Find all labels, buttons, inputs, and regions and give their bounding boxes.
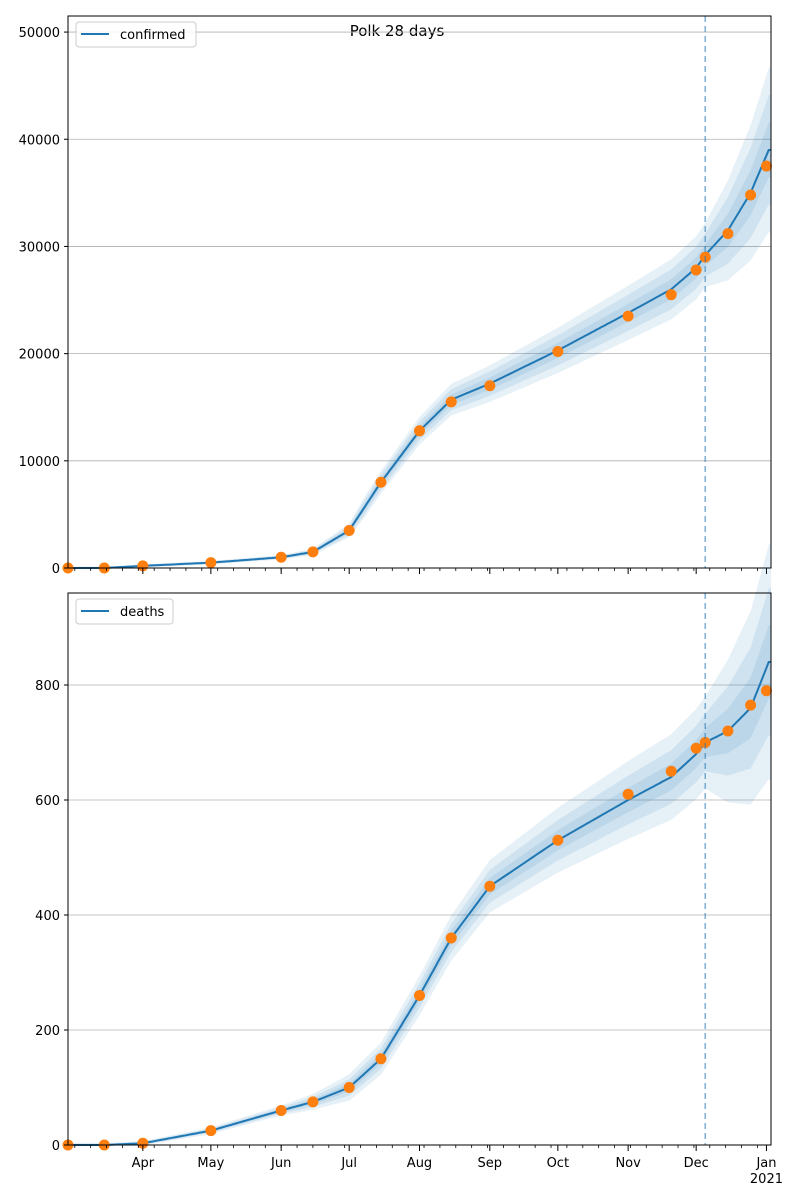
observed-point	[307, 546, 319, 558]
legend-label: deaths	[120, 605, 165, 620]
y-tick-label: 0	[52, 562, 60, 577]
x-tick-label: May	[197, 1156, 224, 1171]
observed-point	[722, 725, 734, 737]
x-tick-label: Apr	[132, 1156, 155, 1171]
x-tick-label: Jul	[340, 1156, 357, 1171]
observed-point	[622, 310, 634, 322]
x-tick-label: Sep	[478, 1156, 503, 1171]
y-tick-label: 800	[35, 679, 60, 694]
x-year-label: 2021	[750, 1172, 783, 1187]
chart-panel-2: 0 200 400 600 800 Apr May Jun Jul Aug Sep Oct Nov Dec…	[35, 542, 783, 1187]
y-tick-label: 10000	[19, 455, 60, 470]
observed-point	[484, 880, 496, 892]
observed-point	[375, 476, 387, 488]
x-tick-label: Jun	[270, 1156, 291, 1171]
y-tick-label: 400	[35, 909, 60, 924]
observed-point	[665, 765, 677, 777]
observed-point	[445, 932, 457, 944]
x-tick-label: Jan	[755, 1156, 776, 1171]
y-tick-label: 40000	[19, 133, 60, 148]
observed-point	[722, 228, 734, 240]
observed-point	[745, 189, 757, 201]
observed-point	[275, 551, 287, 563]
x-tick-label: Nov	[615, 1156, 641, 1171]
observed-point	[552, 345, 564, 357]
observed-point	[484, 380, 496, 392]
y-tick-label: 20000	[19, 348, 60, 363]
observed-point	[699, 737, 711, 748]
observed-point	[760, 685, 772, 697]
y-tick-label: 50000	[19, 26, 60, 41]
y-tick-label: 200	[35, 1024, 60, 1039]
chart-panel-1: 0 10000 20000 30000 40000 50000 confirmed	[19, 15, 772, 577]
observed-point	[552, 834, 564, 846]
observed-point	[445, 396, 457, 408]
observed-point	[275, 1105, 287, 1116]
observed-point	[375, 1053, 387, 1065]
chart-panels: 0 10000 20000 30000 40000 50000 confirmed 0 200 4…	[19, 15, 783, 1187]
observed-point	[414, 425, 425, 437]
observed-point	[205, 557, 217, 569]
observed-point	[745, 699, 757, 711]
observed-point	[343, 1082, 355, 1093]
y-tick-label: 0	[52, 1139, 60, 1154]
observed-point	[690, 742, 702, 754]
y-tick-label: 600	[35, 794, 60, 809]
observed-point	[760, 160, 772, 172]
observed-point	[690, 264, 702, 276]
observed-point	[137, 560, 149, 572]
observed-point	[137, 1137, 149, 1149]
x-tick-label: Aug	[407, 1156, 432, 1171]
observed-point	[665, 289, 677, 301]
y-tick-label: 30000	[19, 240, 60, 255]
legend: deaths	[75, 598, 174, 625]
x-tick-label: Oct	[547, 1156, 569, 1171]
legend-label: confirmed	[120, 28, 186, 43]
legend-box	[75, 21, 197, 48]
figure-title: Polk 28 days	[350, 22, 445, 40]
x-tick-label: Dec	[684, 1156, 709, 1171]
observed-point	[307, 1096, 319, 1108]
observed-point	[343, 524, 355, 536]
observed-point	[622, 788, 634, 800]
legend: confirmed	[75, 21, 197, 48]
legend-box	[75, 598, 174, 625]
observed-point	[205, 1125, 217, 1137]
observed-point	[414, 990, 425, 1001]
